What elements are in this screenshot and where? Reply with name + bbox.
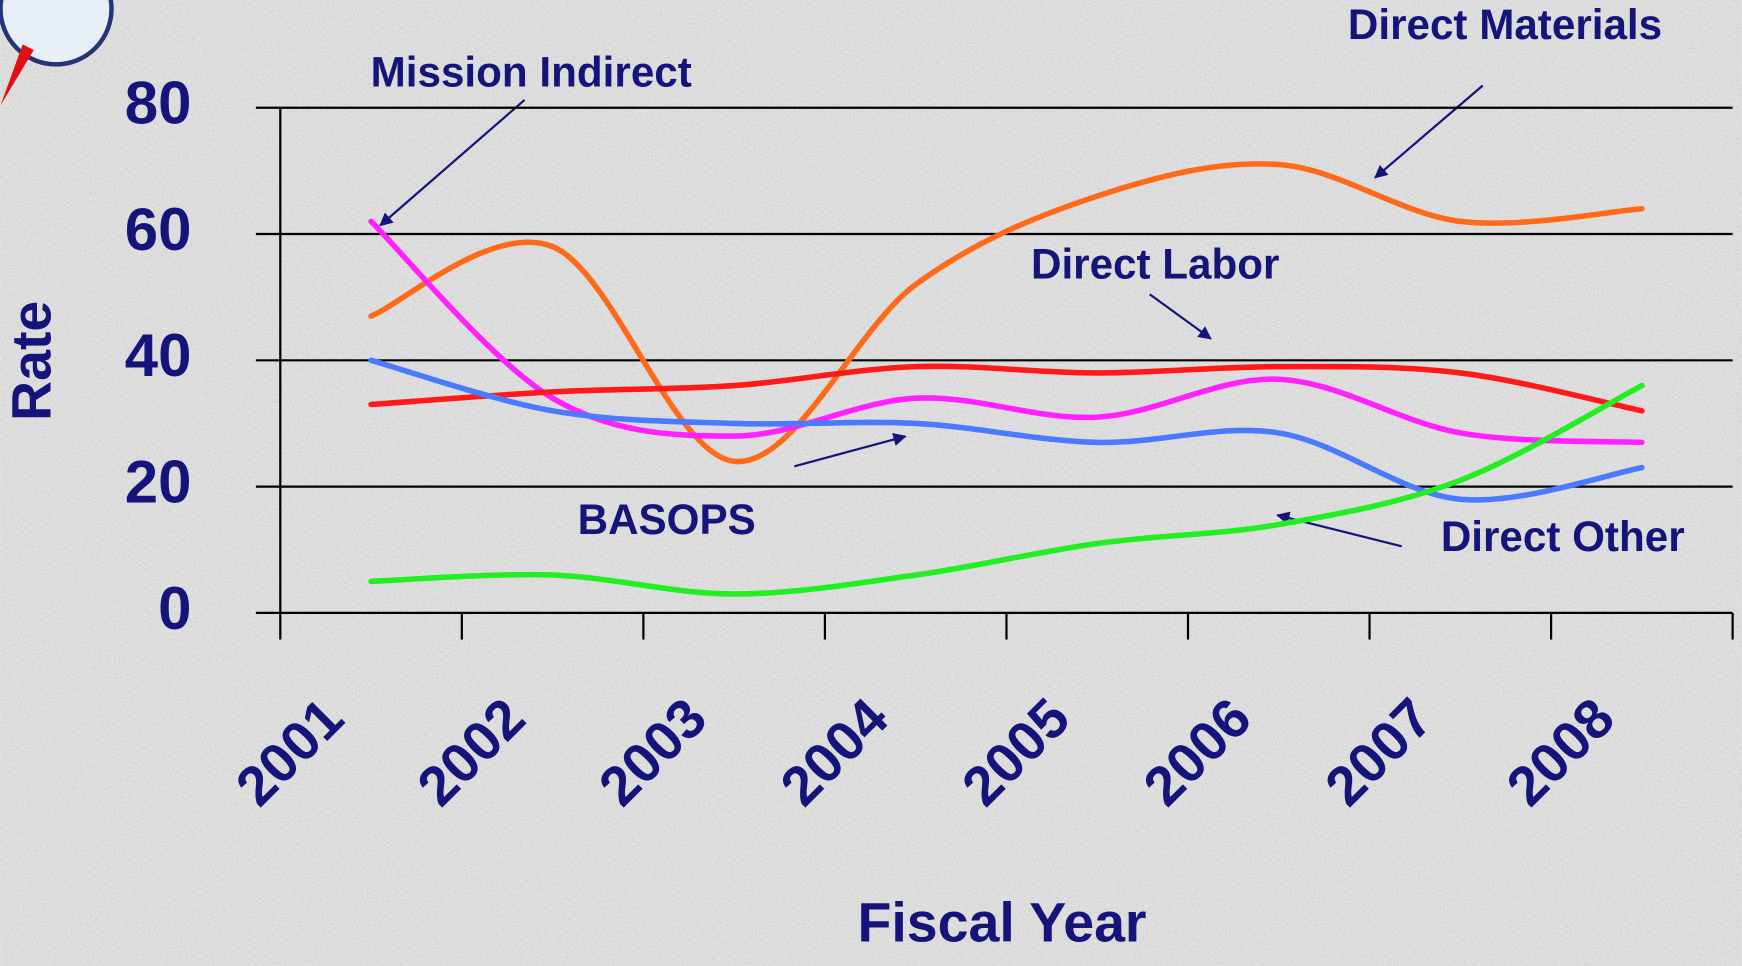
arrow (794, 433, 907, 468)
series-line (368, 382, 1645, 597)
series-line (368, 218, 1645, 446)
y-tick-label: 20 (125, 448, 192, 515)
series-line (368, 363, 1645, 414)
series-annotation: Direct Materials (1348, 1, 1662, 48)
y-tick-label: 40 (125, 322, 192, 389)
y-axis-title: Rate (1, 301, 63, 421)
series-annotation: Direct Other (1441, 513, 1685, 560)
arrow (1374, 84, 1484, 179)
series-annotation: BASOPS (578, 496, 756, 543)
series-annotation: Direct Labor (1031, 241, 1280, 288)
series-line (368, 357, 1645, 503)
arrow (379, 99, 526, 227)
arrow (1149, 293, 1212, 340)
y-tick-label: 80 (125, 70, 192, 137)
y-tick-label: 0 (158, 575, 191, 642)
logo (0, 0, 114, 106)
series-line (368, 161, 1645, 465)
series-annotation: Mission Indirect (371, 49, 692, 96)
x-axis-title: Fiscal Year (857, 892, 1146, 954)
y-tick-label: 60 (125, 196, 192, 263)
